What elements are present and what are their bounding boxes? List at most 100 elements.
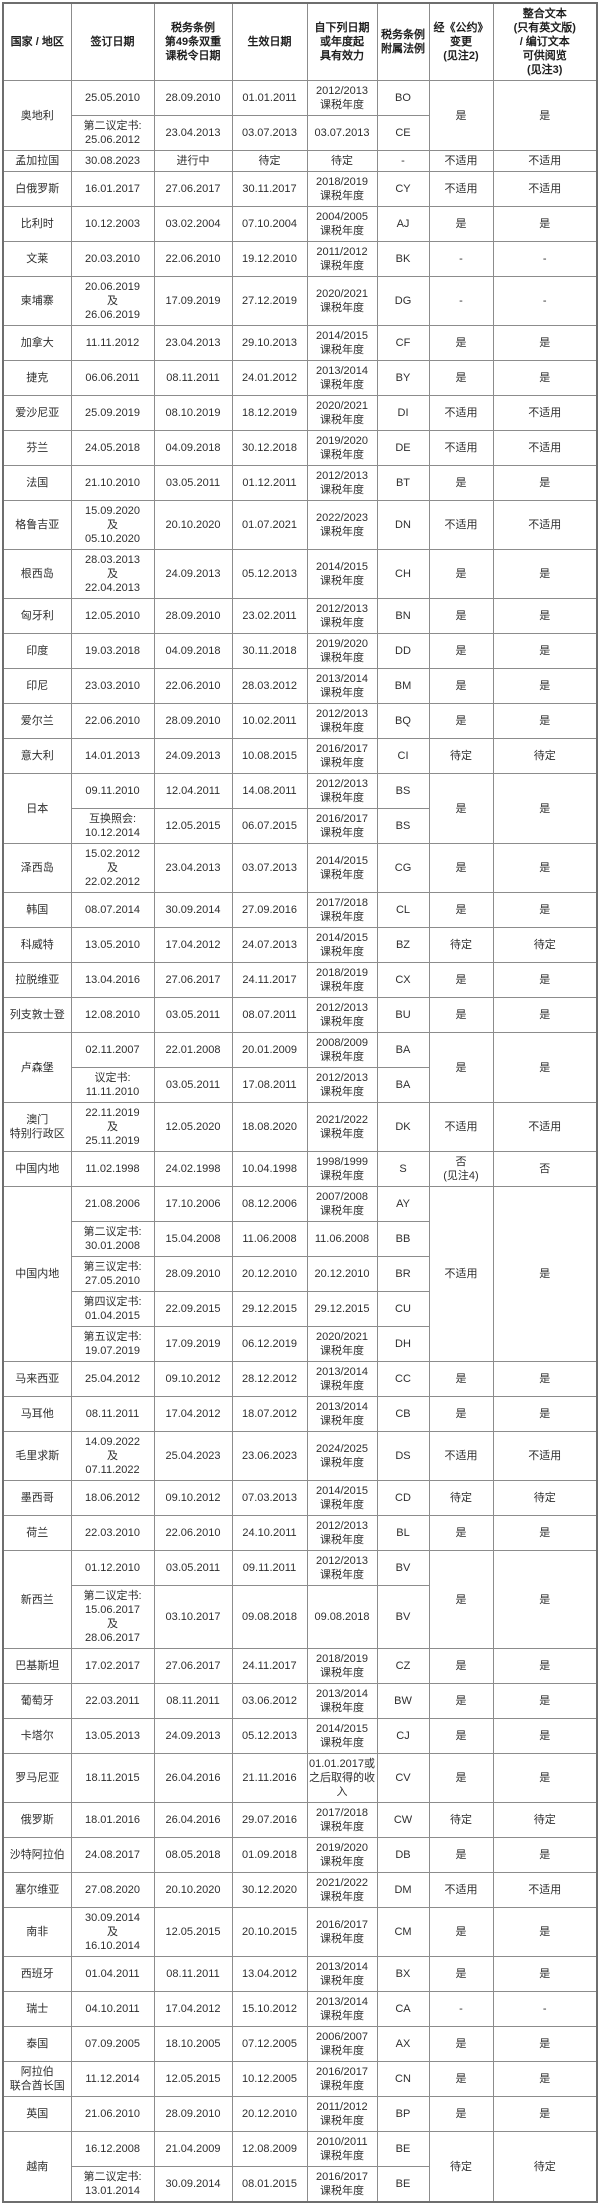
country-cell: 比利时 <box>2 206 72 242</box>
country-cell: 英国 <box>2 2096 72 2132</box>
table-cell: 17.04.2012 <box>153 927 233 963</box>
table-cell: 是 <box>428 80 494 151</box>
table-cell: 03.07.2013 <box>306 115 378 151</box>
table-cell: 26.04.2016 <box>153 1802 233 1838</box>
table-cell: 不适用 <box>428 500 494 550</box>
table-cell: 17.02.2017 <box>70 1648 155 1684</box>
table-cell: BT <box>376 465 430 501</box>
table-row: 芬兰 24.05.2018 04.09.2018 30.12.2018 2019/202… <box>2 430 598 466</box>
table-cell: 10.12.2003 <box>70 206 155 242</box>
table-cell: - <box>492 241 598 277</box>
table-cell: 23.03.2010 <box>70 668 155 704</box>
table-cell: 14.08.2011 <box>231 773 308 809</box>
table-cell: 07.03.2013 <box>231 1480 308 1516</box>
table-cell: 29.07.2016 <box>231 1802 308 1838</box>
table-cell: 是 <box>428 549 494 599</box>
table-cell: 30.11.2017 <box>231 171 308 207</box>
table-row: 捷克 06.06.2011 08.11.2011 24.01.2012 2013/201… <box>2 360 598 396</box>
table-cell: 是 <box>428 1550 494 1649</box>
table-cell: 21.10.2010 <box>70 465 155 501</box>
table-row: 拉脱维亚 13.04.2016 27.06.2017 24.11.2017 2018/2… <box>2 962 598 998</box>
table-cell: 是 <box>428 1361 494 1397</box>
table-cell: 12.08.2010 <box>70 997 155 1033</box>
table-row: 印度 19.03.2018 04.09.2018 30.11.2018 2019/202… <box>2 633 598 669</box>
table-cell: 是 <box>428 1515 494 1551</box>
table-cell: 不适用 <box>428 1872 494 1908</box>
table-cell: 06.12.2019 <box>231 1326 308 1362</box>
table-cell: 2024/2025 课税年度 <box>306 1431 378 1481</box>
table-cell: 01.12.2010 <box>70 1550 155 1586</box>
table-cell: 28.09.2010 <box>153 703 233 739</box>
table-cell: 2013/2014 课税年度 <box>306 360 378 396</box>
table-cell: 01.12.2011 <box>231 465 308 501</box>
table-cell: 24.09.2013 <box>153 549 233 599</box>
country-cell: 根西岛 <box>2 549 72 599</box>
table-cell: 28.09.2010 <box>153 80 233 116</box>
country-cell: 南非 <box>2 1907 72 1957</box>
table-cell: 01.09.2018 <box>231 1837 308 1873</box>
table-cell: BV <box>376 1550 430 1586</box>
table-cell: 13.04.2012 <box>231 1956 308 1992</box>
table-cell: 2011/2012 课税年度 <box>306 241 378 277</box>
table-row: 泰国 07.09.2005 18.10.2005 07.12.2005 2006/200… <box>2 2026 598 2062</box>
country-cell: 柬埔寨 <box>2 276 72 326</box>
table-cell: BB <box>376 1221 430 1257</box>
country-cell: 罗马尼亚 <box>2 1753 72 1803</box>
table-cell: 22.01.2008 <box>153 1032 233 1068</box>
table-cell: 10.02.2011 <box>231 703 308 739</box>
country-cell: 芬兰 <box>2 430 72 466</box>
country-cell: 科威特 <box>2 927 72 963</box>
table-cell: BW <box>376 1683 430 1719</box>
country-cell: 越南 <box>2 2131 72 2203</box>
table-cell: 2012/2013 课税年度 <box>306 465 378 501</box>
table-cell: 不适用 <box>492 1102 598 1152</box>
table-cell: 2013/2014 课税年度 <box>306 1991 378 2027</box>
table-cell: 是 <box>428 997 494 1033</box>
table-cell: 2018/2019 课税年度 <box>306 171 378 207</box>
table-cell: 18.11.2015 <box>70 1753 155 1803</box>
table-cell: 2021/2022 课税年度 <box>306 1872 378 1908</box>
table-cell: BK <box>376 241 430 277</box>
table-cell: 10.04.1998 <box>231 1151 308 1187</box>
table-cell: 30.12.2020 <box>231 1872 308 1908</box>
table-cell: 2013/2014 课税年度 <box>306 668 378 704</box>
table-cell: 第二议定书: 25.06.2012 <box>70 115 155 151</box>
table-cell: BY <box>376 360 430 396</box>
table-cell: 不适用 <box>492 150 598 172</box>
country-cell: 文莱 <box>2 241 72 277</box>
table-row: 印尼 23.03.2010 22.06.2010 28.03.2012 2013/201… <box>2 668 598 704</box>
table-cell: 17.04.2012 <box>153 1396 233 1432</box>
table-cell: 17.10.2006 <box>153 1186 233 1222</box>
country-cell: 日本 <box>2 773 72 844</box>
table-row: 葡萄牙 22.03.2011 08.11.2011 03.06.2012 2013/20… <box>2 1683 598 1719</box>
table-cell: 03.02.2004 <box>153 206 233 242</box>
table-cell: 01.01.2017或 之后取得的收 入 <box>306 1753 378 1803</box>
country-cell: 澳门 特别行政区 <box>2 1102 72 1152</box>
table-cell: CW <box>376 1802 430 1838</box>
table-cell: 08.07.2011 <box>231 997 308 1033</box>
table-cell: 2010/2011 课税年度 <box>306 2131 378 2167</box>
table-cell: DD <box>376 633 430 669</box>
table-cell: 03.06.2012 <box>231 1683 308 1719</box>
table-cell: 第四议定书: 01.04.2015 <box>70 1291 155 1327</box>
table-cell: 不适用 <box>428 395 494 431</box>
column-header: 签订日期 <box>70 2 155 81</box>
table-row: 俄罗斯 18.01.2016 26.04.2016 29.07.2016 2017/20… <box>2 1802 598 1838</box>
table-cell: BE <box>376 2166 430 2203</box>
table-cell: 是 <box>428 962 494 998</box>
table-cell: 2016/2017 课税年度 <box>306 2166 378 2203</box>
table-cell: BM <box>376 668 430 704</box>
table-cell: 12.04.2011 <box>153 773 233 809</box>
table-cell: DK <box>376 1102 430 1152</box>
table-cell: 16.01.2017 <box>70 171 155 207</box>
table-cell: 24.02.1998 <box>153 1151 233 1187</box>
column-header: 整合文本 (只有英文版) / 编订文本 可供阅览 (见注3) <box>492 2 598 81</box>
table-cell: 18.07.2012 <box>231 1396 308 1432</box>
country-cell: 加拿大 <box>2 325 72 361</box>
table-cell: - <box>428 241 494 277</box>
column-header: 自下列日期 或年度起 具有效力 <box>306 2 378 81</box>
table-cell: 10.12.2005 <box>231 2061 308 2097</box>
table-row: 加拿大 11.11.2012 23.04.2013 29.10.2013 2014/20… <box>2 325 598 361</box>
table-cell: 第五议定书: 19.07.2019 <box>70 1326 155 1362</box>
